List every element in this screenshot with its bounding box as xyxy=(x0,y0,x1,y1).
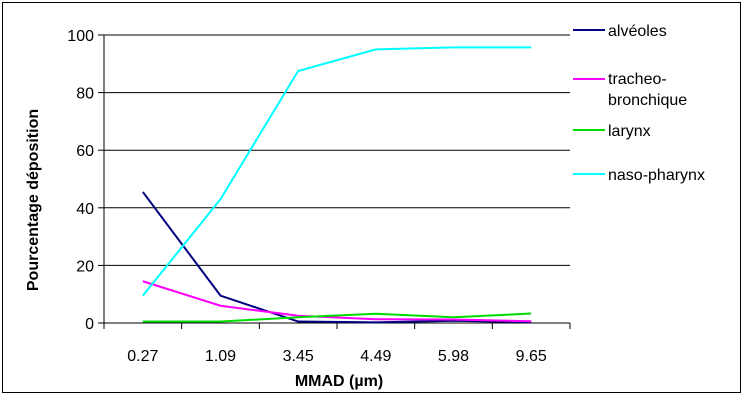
x-tick-label: 5.98 xyxy=(438,348,469,365)
y-tick-label: 0 xyxy=(85,316,94,333)
axes xyxy=(98,34,571,329)
y-tick-label: 40 xyxy=(76,201,94,218)
series-lines xyxy=(142,46,532,324)
legend: alvéoles tracheo-bronchique larynx naso-pha… xyxy=(573,23,705,184)
legend-label: alvéoles xyxy=(608,23,667,40)
y-tick-label: 80 xyxy=(76,86,94,103)
legend-label: larynx xyxy=(608,123,651,140)
series-line-tracheo-bronchique xyxy=(142,280,532,323)
y-axis-label: Pourcentage déposition xyxy=(25,109,42,291)
x-tick-label: 1.09 xyxy=(205,348,236,365)
series-line-larynx xyxy=(142,312,532,323)
gridlines xyxy=(104,34,570,266)
x-tick-label: 3.45 xyxy=(283,348,314,365)
y-tick-label: 100 xyxy=(67,28,94,45)
x-tick-labels: 0.27 1.09 3.45 4.49 5.98 9.65 xyxy=(127,348,547,365)
x-axis-label: MMAD (µm) xyxy=(295,373,383,390)
legend-label: tracheo-bronchique xyxy=(608,71,687,109)
y-tick-label: 60 xyxy=(76,143,94,160)
y-tick-labels: 0 20 40 60 80 100 xyxy=(67,28,94,333)
legend-label: naso-pharynx xyxy=(608,167,705,184)
series-line-alv-oles xyxy=(142,191,532,324)
y-tick-label: 20 xyxy=(76,258,94,275)
x-tick-label: 0.27 xyxy=(127,348,158,365)
x-tick-label: 4.49 xyxy=(360,348,391,365)
x-tick-label: 9.65 xyxy=(516,348,547,365)
series-line-naso-pharynx xyxy=(142,46,532,297)
